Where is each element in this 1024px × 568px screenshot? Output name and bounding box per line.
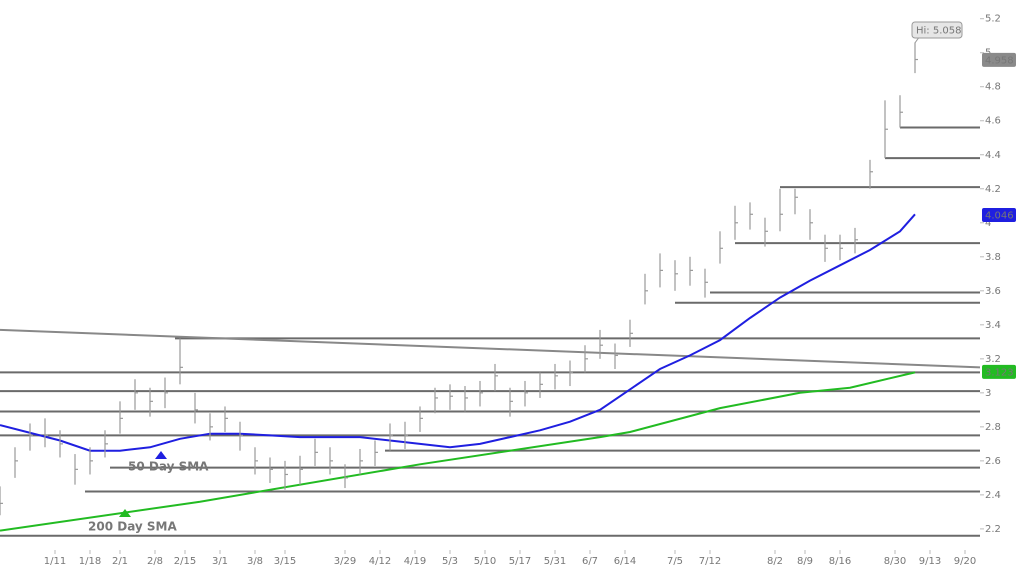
y-tick-label: 4.8 bbox=[985, 82, 1001, 93]
x-tick-label: 8/2 bbox=[767, 556, 783, 567]
y-tick-label: 3.8 bbox=[985, 252, 1001, 263]
x-tick-label: 5/3 bbox=[442, 556, 458, 567]
sma-label: 50 Day SMA bbox=[128, 460, 209, 474]
high-label: Hi: 5.058 bbox=[916, 26, 961, 37]
y-tick-label: 5.2 bbox=[985, 14, 1001, 25]
x-tick-label: 4/12 bbox=[369, 556, 391, 567]
sma-arrow bbox=[119, 509, 131, 517]
x-tick-label: 2/8 bbox=[147, 556, 163, 567]
last-value-badge bbox=[982, 52, 1016, 67]
y-tick-label: 2.6 bbox=[985, 456, 1001, 467]
sma-line bbox=[0, 213, 916, 452]
high-callout bbox=[911, 21, 963, 39]
x-tick-label: 3/8 bbox=[247, 556, 263, 567]
y-tick-label: 3 bbox=[985, 388, 991, 399]
y-tick-label: 3.2 bbox=[985, 354, 1001, 365]
x-tick-label: 1/18 bbox=[79, 556, 101, 567]
x-tick-label: 9/13 bbox=[919, 556, 941, 567]
x-tick-label: 6/14 bbox=[614, 556, 636, 567]
x-tick-label: 5/10 bbox=[474, 556, 496, 567]
x-tick-label: 3/29 bbox=[334, 556, 356, 567]
x-tick-label: 8/16 bbox=[829, 556, 851, 567]
y-tick-label: 2.4 bbox=[985, 490, 1001, 501]
last-value-badge bbox=[982, 207, 1016, 222]
x-tick-label: 7/12 bbox=[699, 556, 721, 567]
x-tick-label: 2/15 bbox=[174, 556, 196, 567]
y-tick-label: 2.2 bbox=[985, 524, 1001, 535]
x-tick-label: 1/11 bbox=[44, 556, 66, 567]
x-tick-label: 5/17 bbox=[509, 556, 531, 567]
x-tick-label: 8/30 bbox=[884, 556, 906, 567]
last-value-label: 3.123 bbox=[985, 367, 1014, 378]
last-value-badge bbox=[982, 364, 1016, 379]
y-tick-label: 4.4 bbox=[985, 150, 1001, 161]
x-tick-label: 3/15 bbox=[274, 556, 296, 567]
y-tick-label: 4.2 bbox=[985, 184, 1001, 195]
y-tick-label: 4.6 bbox=[985, 116, 1001, 127]
x-tick-label: 8/9 bbox=[797, 556, 813, 567]
y-tick-label: 2.8 bbox=[985, 422, 1001, 433]
y-tick-label: 4 bbox=[985, 218, 991, 229]
sma-label: 200 Day SMA bbox=[88, 520, 178, 534]
x-tick-label: 4/19 bbox=[404, 556, 426, 567]
x-tick-label: 9/20 bbox=[954, 556, 976, 567]
sma-arrow bbox=[155, 451, 167, 459]
x-tick-label: 2/1 bbox=[112, 556, 128, 567]
trendline bbox=[0, 328, 981, 369]
sma-line bbox=[0, 371, 916, 532]
x-tick-label: 6/7 bbox=[582, 556, 598, 567]
last-value-label: 4.046 bbox=[985, 210, 1014, 221]
x-tick-label: 5/31 bbox=[544, 556, 566, 567]
x-tick-label: 3/1 bbox=[212, 556, 228, 567]
y-tick-label: 3.6 bbox=[985, 286, 1001, 297]
y-tick-label: 3.4 bbox=[985, 320, 1001, 331]
last-value-label: 4.958 bbox=[985, 55, 1014, 66]
x-tick-label: 7/5 bbox=[667, 556, 683, 567]
